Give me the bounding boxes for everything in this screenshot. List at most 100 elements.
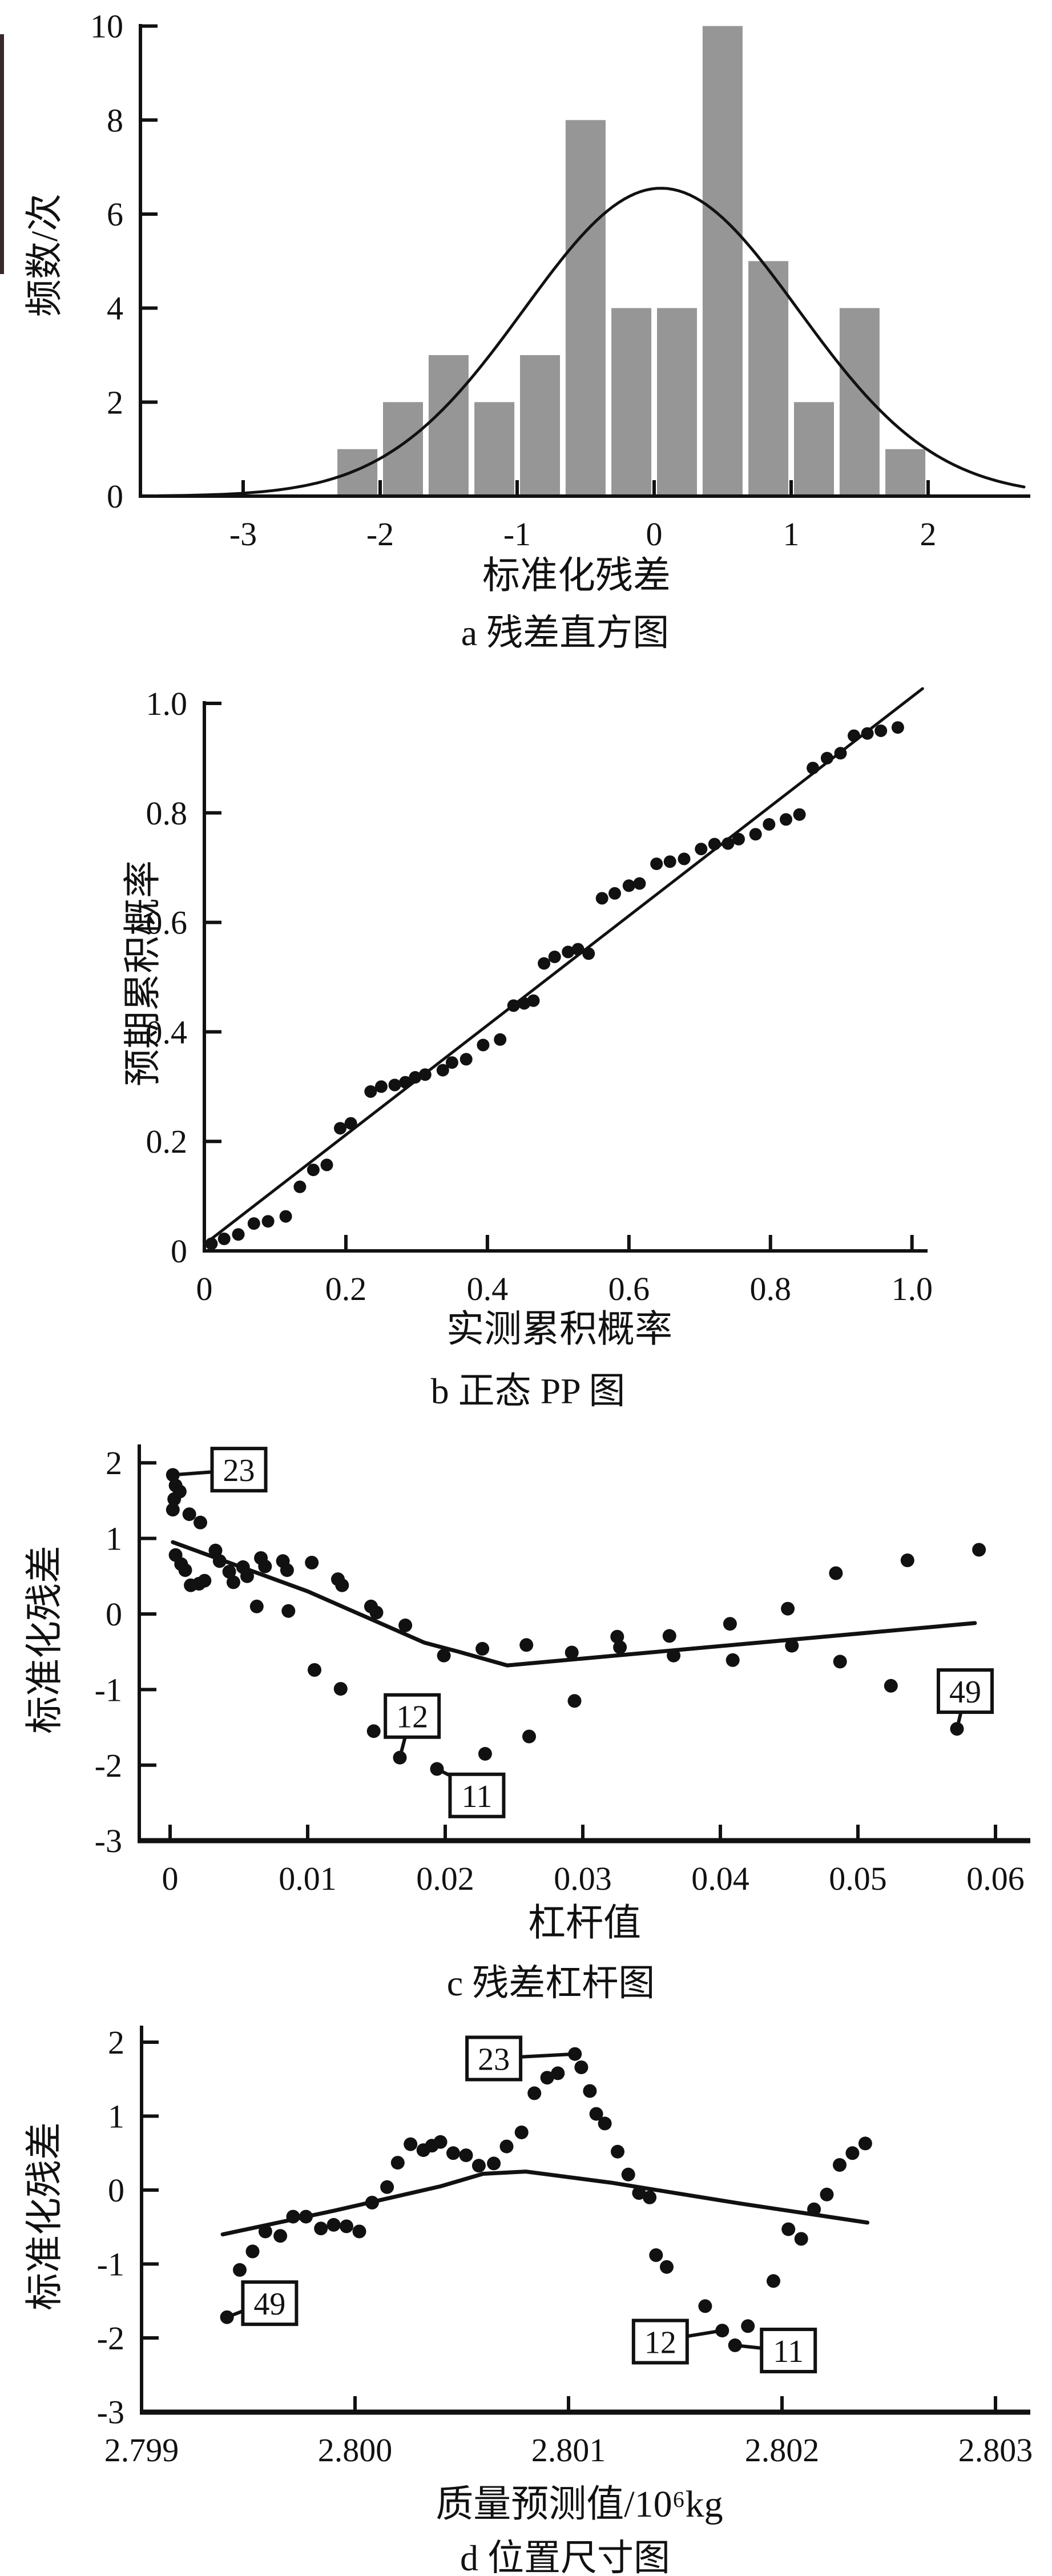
chart-a-xlabel: 标准化残差 xyxy=(482,555,671,597)
scatter-point xyxy=(305,1556,319,1569)
pp-point xyxy=(820,751,833,764)
scatter-point xyxy=(613,1640,627,1655)
scatter-point xyxy=(643,2190,657,2204)
x-tick-label: -2 xyxy=(366,516,394,553)
scatter-point xyxy=(858,2136,872,2151)
scatter-point xyxy=(649,2248,663,2262)
x-tick-label: 0 xyxy=(162,1860,179,1897)
scatter-point xyxy=(212,1554,227,1568)
x-tick-label: 0.03 xyxy=(554,1860,612,1897)
y-tick-label: 1 xyxy=(108,2098,124,2135)
scatter-point xyxy=(314,2221,328,2236)
scatter-point xyxy=(715,2324,729,2338)
scatter-point xyxy=(365,2196,379,2209)
pp-point xyxy=(891,721,904,734)
y-tick-label: -1 xyxy=(97,2246,124,2283)
pp-point xyxy=(538,957,551,970)
y-tick-label: 8 xyxy=(107,102,123,139)
scatter-point xyxy=(589,2107,603,2121)
x-tick-label: 2.799 xyxy=(104,2432,179,2469)
pp-point xyxy=(622,879,635,892)
chart-b-ylabel: 预期累积概率 xyxy=(122,860,164,1086)
annotation-label: 11 xyxy=(773,2334,804,2369)
scatter-point xyxy=(222,1564,236,1579)
scatter-point xyxy=(632,2186,646,2200)
annotation-box xyxy=(465,2035,523,2082)
annotation-connector xyxy=(955,1711,963,1729)
scatter-point xyxy=(281,1604,296,1618)
x-tick-label: 0.2 xyxy=(325,1270,367,1307)
pp-point xyxy=(232,1228,245,1241)
chart-c-ylabel: 标准化残差 xyxy=(24,1545,66,1734)
x-tick-label: 0.06 xyxy=(966,1860,1025,1897)
reference-line xyxy=(203,687,924,1246)
scatter-point xyxy=(437,1648,451,1663)
scatter-point xyxy=(166,1503,180,1517)
scatter-point xyxy=(698,2299,712,2313)
y-tick-label: -3 xyxy=(97,2394,124,2431)
scatter-point xyxy=(598,2116,612,2131)
pp-point xyxy=(334,1122,346,1135)
scatter-point xyxy=(366,1724,381,1738)
chart-c-caption: c 残差杠杆图 xyxy=(447,1963,655,2003)
scatter-point xyxy=(574,2060,589,2074)
pp-point xyxy=(409,1071,422,1084)
chart-b: 0 0.2 0.4 0.6 0.8 1.000.20.40.60.81.0 预期累积概率 … xyxy=(122,685,933,1411)
annotation-box xyxy=(384,1693,441,1739)
y-tick-label: 2 xyxy=(108,2024,124,2061)
scatter-point xyxy=(723,1617,737,1631)
pp-point xyxy=(247,1217,260,1230)
scatter-point xyxy=(583,2084,597,2098)
annotation-box xyxy=(448,1772,506,1818)
y-tick-label: -3 xyxy=(95,1822,122,1859)
scatter-point xyxy=(820,2187,834,2201)
pp-point xyxy=(548,951,561,963)
scatter-point xyxy=(430,1762,444,1776)
pp-point xyxy=(507,999,520,1012)
scatter-point xyxy=(446,2146,460,2160)
scatter-point xyxy=(404,2137,418,2151)
scatter-point xyxy=(226,1575,240,1589)
histogram-bar xyxy=(337,449,378,496)
y-tick-label: 4 xyxy=(107,290,123,327)
y-tick-label: 1.0 xyxy=(146,685,188,722)
y-tick-label: 0.2 xyxy=(146,1123,188,1160)
y-tick-label: 0 xyxy=(107,478,123,515)
annotation-label: 12 xyxy=(396,1700,428,1735)
x-tick-label: 1.0 xyxy=(891,1270,933,1307)
pp-point xyxy=(848,729,860,742)
pp-point xyxy=(307,1164,320,1177)
pp-point xyxy=(320,1158,333,1172)
x-tick-label: 2.803 xyxy=(958,2432,1033,2469)
y-tick-label: 0.4 xyxy=(146,1013,188,1050)
scatter-point xyxy=(459,2148,473,2163)
x-tick-label: 0 xyxy=(196,1270,213,1307)
chart-d-xlabel: 质量预测值/10⁶kg xyxy=(436,2484,723,2525)
histogram-bar xyxy=(611,308,652,496)
scatter-point xyxy=(514,2126,529,2139)
scatter-point xyxy=(167,1492,182,1506)
annotation-label: 49 xyxy=(253,2287,285,2322)
scatter-point xyxy=(610,1629,624,1644)
pp-point xyxy=(763,818,776,831)
pp-point xyxy=(477,1039,490,1052)
chart-a-ylabel: 频数/次 xyxy=(24,194,66,317)
scatter-point xyxy=(499,2139,514,2154)
scatter-point xyxy=(725,1653,740,1667)
chart-a: -3 -2 -1 0 1 2 0 2 4 6 8 10 频数/次 标准化残差 a 残差直方图 xyxy=(24,8,1030,653)
pp-point xyxy=(399,1076,412,1089)
scatter-point xyxy=(667,1648,681,1663)
chart-b-plot: 0 0.2 0.4 0.6 0.8 1.0 0 0.2 0.4 0.6 0.8 1.0 xyxy=(146,685,933,1307)
scatter-point xyxy=(540,2071,554,2085)
chart-d-caption: d 位置尺寸图 xyxy=(460,2538,670,2576)
pp-point xyxy=(344,1117,357,1130)
scatter-point xyxy=(280,1563,294,1577)
pp-point xyxy=(732,832,745,846)
scatter-point xyxy=(728,2338,742,2352)
x-tick-label: 2.801 xyxy=(531,2432,606,2469)
